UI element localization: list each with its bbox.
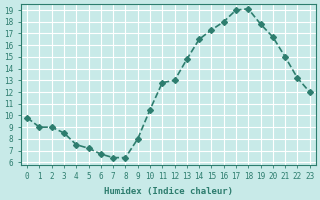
X-axis label: Humidex (Indice chaleur): Humidex (Indice chaleur) xyxy=(104,187,233,196)
